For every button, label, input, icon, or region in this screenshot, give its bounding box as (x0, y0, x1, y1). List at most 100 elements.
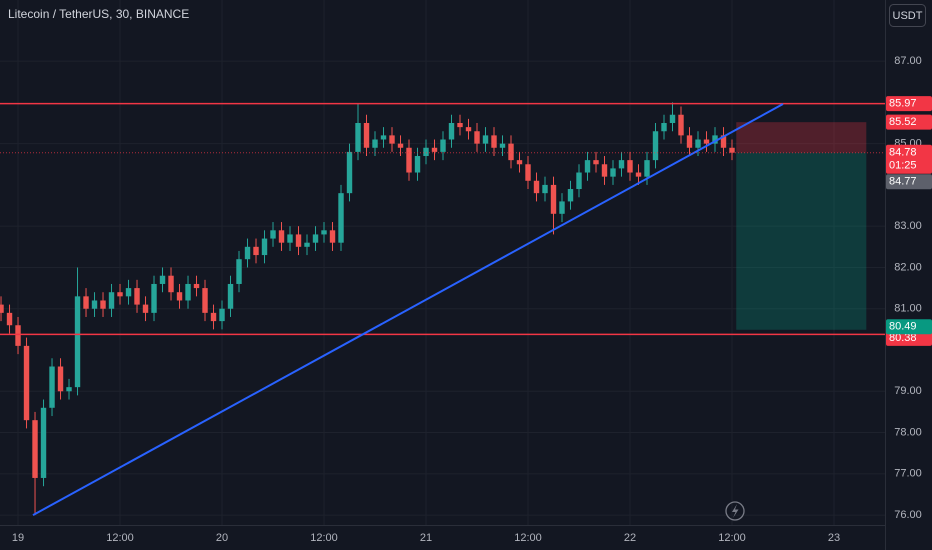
price-label-box (886, 330, 932, 346)
x-tick-label: 19 (12, 532, 24, 544)
last-price-label: 84.78 (889, 147, 917, 159)
candle-body (32, 420, 38, 478)
price-label-box (886, 319, 932, 335)
candle-body (295, 234, 302, 247)
trendline (32, 103, 784, 516)
price-label-box (886, 114, 932, 130)
candle-body (576, 172, 582, 190)
candle-body (66, 387, 72, 392)
candle-body (703, 139, 710, 144)
candle-body (372, 139, 378, 148)
y-tick-label: 78.00 (894, 426, 922, 438)
candle-body (74, 296, 81, 388)
candle-body (406, 147, 412, 173)
y-tick-label: 77.00 (894, 468, 922, 480)
candle-body (151, 283, 157, 313)
candle-body (567, 189, 574, 202)
countdown-label: 01:25 (889, 160, 917, 172)
y-tick-label: 81.00 (894, 303, 922, 315)
x-tick-label: 12:00 (718, 532, 746, 544)
candle-body (474, 131, 480, 144)
candle-body (695, 139, 701, 148)
candle-body (678, 114, 684, 136)
candle-body (686, 135, 693, 148)
x-tick-label: 12:00 (106, 532, 134, 544)
candle-body (236, 259, 242, 284)
candle-body (176, 292, 183, 301)
prev-price-label: 84.77 (889, 176, 917, 188)
candle-body (23, 345, 30, 421)
y-tick-label: 87.00 (894, 55, 922, 67)
y-tick-label: 82.00 (894, 261, 922, 273)
candle-body (142, 304, 149, 313)
candle-body (363, 122, 370, 148)
x-tick-label: 23 (828, 532, 840, 544)
candle-body (448, 122, 455, 140)
candle-body (635, 172, 642, 177)
last-price-box (886, 144, 932, 174)
candle-body (380, 135, 387, 140)
icon-bolt[interactable] (732, 504, 739, 518)
candle-body (491, 135, 497, 148)
currency-label[interactable]: USDT (893, 10, 923, 22)
candle-body (414, 156, 421, 173)
candle-body (49, 366, 55, 408)
candle-body (312, 234, 319, 243)
candle-body (593, 160, 599, 165)
candle-body (346, 151, 353, 194)
replay-icon[interactable] (725, 501, 745, 521)
candle-body (193, 283, 200, 289)
icon-circle[interactable] (725, 501, 745, 521)
level-label: 80.38 (889, 332, 917, 344)
symbol-title: Litecoin / TetherUS, 30, BINANCE (8, 7, 189, 21)
candle-body (244, 246, 251, 260)
candle-body (516, 160, 523, 165)
candle-body (423, 147, 429, 157)
candle-body (219, 308, 225, 322)
stop-label: 85.52 (889, 116, 917, 128)
candle-body (389, 135, 395, 144)
candle-body (261, 238, 268, 256)
candle-body (499, 143, 506, 148)
candle-body (6, 312, 13, 326)
candle-body (533, 180, 540, 194)
price-label-box (886, 96, 932, 112)
axes: 76.0077.0078.0079.0081.0082.0083.0085.00… (12, 55, 932, 544)
y-tick-label: 83.00 (894, 220, 922, 232)
level-label: 85.97 (889, 98, 917, 110)
price-label-box (886, 174, 932, 190)
candle-body (482, 135, 489, 144)
candle-body (397, 143, 404, 148)
target-label: 80.49 (889, 321, 917, 333)
x-tick-label: 21 (420, 532, 432, 544)
candle-body (210, 312, 217, 322)
candle-body (338, 193, 344, 243)
candle-body (440, 139, 446, 152)
candle-body (508, 143, 514, 161)
candle-body (610, 168, 616, 177)
candle-body (134, 288, 140, 305)
candle-body (712, 135, 718, 144)
candle-body (227, 283, 234, 309)
candle-body (253, 246, 259, 256)
x-tick-label: 20 (216, 532, 228, 544)
candle-body (321, 230, 327, 235)
candle-body (457, 122, 463, 128)
x-tick-label: 12:00 (514, 532, 542, 544)
candle-body (652, 131, 659, 161)
candle-body (270, 230, 276, 239)
y-tick-label: 79.00 (894, 385, 922, 397)
candle-body (431, 147, 438, 152)
candle-body (159, 275, 166, 284)
candle-body (329, 230, 336, 243)
x-tick-label: 22 (624, 532, 636, 544)
plot (0, 102, 885, 516)
candle-body (40, 407, 47, 478)
candle-body (108, 292, 115, 309)
grid (0, 0, 885, 525)
candle-body (83, 296, 89, 309)
candle-body (278, 230, 285, 243)
candle-body (117, 292, 123, 297)
currency-button[interactable] (889, 4, 926, 27)
